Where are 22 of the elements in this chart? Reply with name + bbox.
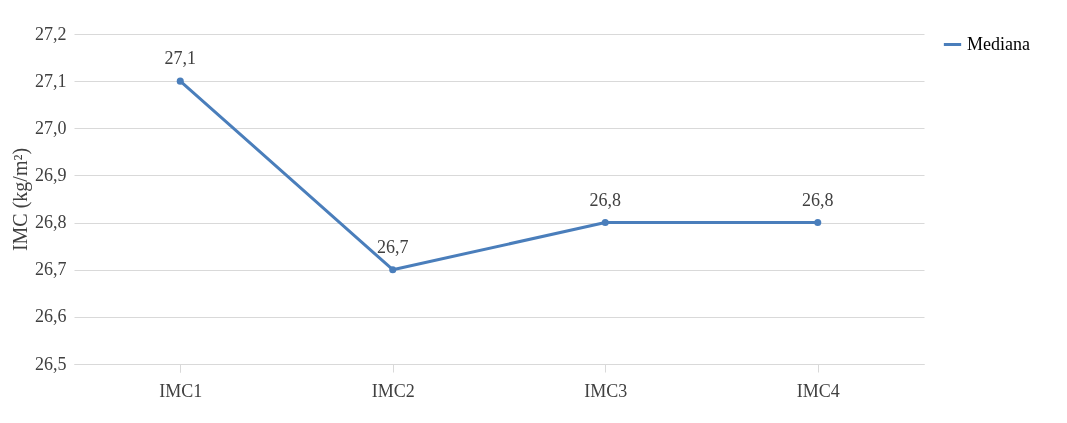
x-tick-label: IMC2 [371,380,415,401]
legend-label: Mediana [967,33,1030,54]
y-tick-label: 26,7 [35,259,67,280]
point [389,266,397,274]
data-label: 26,8 [589,189,621,210]
point [176,77,184,85]
data-label: 26,7 [377,236,409,257]
y-axis-title: IMC (kg/m²) [9,147,32,252]
point [601,219,609,227]
x-tick-label: IMC3 [584,380,628,401]
data-label: 27,1 [164,48,196,69]
y-tick-label: 26,5 [35,353,67,374]
y-tick-label: 27,1 [35,70,67,91]
x-tick-label: IMC1 [159,380,203,401]
y-tick-label: 26,6 [35,306,67,327]
y-tick-label: 26,8 [35,212,67,233]
x-tick-label: IMC4 [796,380,840,401]
y-tick-label: 27,0 [35,117,67,138]
y-tick-label: 26,9 [35,164,67,185]
point [814,219,822,227]
data-label: 26,8 [802,189,834,210]
y-tick-label: 27,2 [35,23,67,44]
